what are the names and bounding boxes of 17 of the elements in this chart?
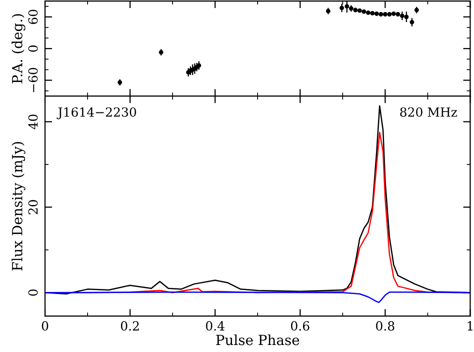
y-tick-label: 0 [28, 45, 38, 52]
y-axis-title: Flux Density (mJy) [12, 142, 26, 271]
y-tick-label: −60 [28, 68, 38, 92]
x-tick-label: 0.2 [120, 321, 139, 331]
y-tick-label: 20 [28, 200, 38, 214]
y-tick-label: 0 [28, 289, 38, 296]
x-tick-label: 1 [468, 321, 472, 330]
x-tick-label: 0.8 [376, 321, 394, 331]
x-tick-label: 0 [42, 321, 48, 331]
annotation: 820 MHz [400, 107, 457, 117]
y-tick-label: 40 [28, 114, 38, 130]
x-tick-label: 0.6 [291, 321, 310, 331]
x-tick-label: 0.4 [206, 321, 224, 331]
x-axis-title: Pulse Phase [216, 334, 300, 346]
y-tick-label: 60 [28, 10, 38, 24]
annotation: J1614−2230 [56, 107, 136, 120]
y-axis-title: P.A. (deg.) [12, 14, 26, 84]
